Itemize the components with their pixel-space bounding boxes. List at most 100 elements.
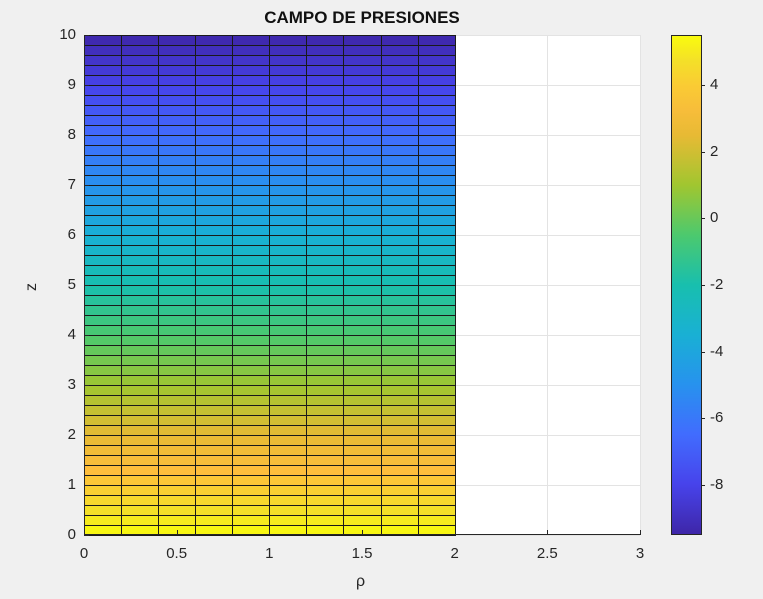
surface-cell [343, 435, 382, 446]
surface-cell [158, 405, 197, 416]
x-tick-label: 1 [265, 545, 274, 562]
surface-cell [195, 295, 234, 306]
surface-cell [121, 515, 160, 526]
surface-cell [158, 115, 197, 126]
surface-cell [232, 475, 271, 486]
surface-cell [343, 445, 382, 456]
surface-cell [343, 185, 382, 196]
surface-cell [84, 105, 123, 116]
surface-cell [417, 325, 456, 336]
x-gridline [640, 35, 641, 535]
surface-cell [195, 425, 234, 436]
surface-cell [121, 105, 160, 116]
surface-cell [417, 405, 456, 416]
surface-cell [121, 345, 160, 356]
surface-cell [306, 365, 345, 376]
surface-cell [195, 165, 234, 176]
surface-cell [195, 365, 234, 376]
surface-cell [232, 455, 271, 466]
surface-cell [306, 235, 345, 246]
surface-cell [417, 45, 456, 56]
surface-cell [380, 395, 419, 406]
surface-cell [84, 85, 123, 96]
surface-cell [232, 495, 271, 506]
x-tick-label: 0.5 [166, 545, 188, 562]
surface-cell [232, 235, 271, 246]
surface-cell [343, 145, 382, 156]
surface-cell [84, 295, 123, 306]
surface-cell [417, 265, 456, 276]
surface-cell [195, 455, 234, 466]
surface-cell [158, 495, 197, 506]
surface-cell [232, 305, 271, 316]
surface-cell [343, 465, 382, 476]
surface-cell [195, 105, 234, 116]
surface-cell [306, 415, 345, 426]
surface-cell [158, 165, 197, 176]
surface-cell [232, 365, 271, 376]
surface-cell [84, 95, 123, 106]
surface-cell [269, 485, 308, 496]
surface-cell [306, 65, 345, 76]
surface-cell [306, 275, 345, 286]
surface-cell [417, 155, 456, 166]
surface-cell [269, 505, 308, 516]
surface-cell [306, 205, 345, 216]
surface-cell [121, 355, 160, 366]
surface-cell [195, 85, 234, 96]
surface-cell [232, 375, 271, 386]
surface-cell [158, 245, 197, 256]
surface-cell [84, 365, 123, 376]
x-axis-label: ρ [356, 573, 366, 590]
surface-cell [417, 285, 456, 296]
surface-cell [380, 135, 419, 146]
surface-cell [269, 35, 308, 46]
surface-cell [380, 255, 419, 266]
surface-cell [232, 115, 271, 126]
surface-cell [84, 415, 123, 426]
surface-cell [158, 335, 197, 346]
surface-cell [343, 275, 382, 286]
surface-cell [343, 485, 382, 496]
surface-cell [269, 275, 308, 286]
surface-cell [380, 405, 419, 416]
surface-cell [380, 375, 419, 386]
surface-cell [84, 75, 123, 86]
surface-cell [232, 265, 271, 276]
surface-cell [121, 465, 160, 476]
surface-cell [380, 115, 419, 126]
surface-cell [121, 75, 160, 86]
surface-cell [306, 345, 345, 356]
surface-cell [121, 45, 160, 56]
surface-cell [306, 355, 345, 366]
surface-cell [380, 245, 419, 256]
surface-cell [84, 385, 123, 396]
surface-cell [158, 75, 197, 86]
surface-cell [121, 495, 160, 506]
surface-cell [121, 65, 160, 76]
surface-cell [232, 165, 271, 176]
surface-cell [417, 305, 456, 316]
surface-cell [269, 95, 308, 106]
y-tick-label: 1 [67, 476, 76, 493]
surface-cell [269, 65, 308, 76]
surface-cell [306, 215, 345, 226]
surface-cell [343, 115, 382, 126]
surface-cell [380, 445, 419, 456]
surface-cell [121, 145, 160, 156]
surface-cell [121, 405, 160, 416]
surface-cell [306, 515, 345, 526]
surface-cell [232, 155, 271, 166]
surface-cell [121, 235, 160, 246]
surface-cell [343, 65, 382, 76]
surface-cell [380, 345, 419, 356]
surface-cell [195, 415, 234, 426]
y-axis-label: z [23, 283, 40, 291]
surface-cell [380, 315, 419, 326]
surface-cell [158, 345, 197, 356]
surface-cell [417, 495, 456, 506]
y-tick-label: 5 [67, 276, 76, 293]
surface-cell [306, 425, 345, 436]
surface-cell [417, 105, 456, 116]
surface-cell [417, 255, 456, 266]
